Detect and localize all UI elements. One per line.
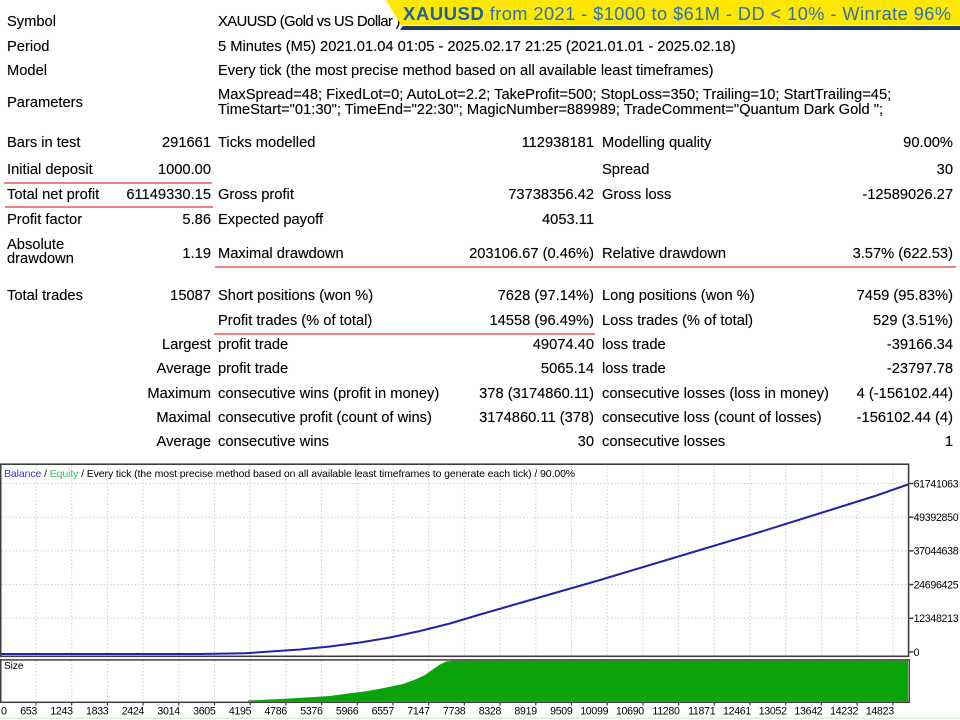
svg-text:3014: 3014 [157, 706, 180, 718]
svg-text:5376: 5376 [300, 706, 323, 718]
svg-text:37044638: 37044638 [914, 546, 959, 558]
svg-text:3605: 3605 [193, 706, 216, 718]
svg-text:2424: 2424 [122, 706, 145, 718]
svg-text:8919: 8919 [514, 706, 537, 718]
svg-text:24696425: 24696425 [914, 579, 959, 591]
svg-text:11871: 11871 [688, 706, 716, 718]
svg-text:7147: 7147 [407, 706, 430, 718]
svg-text:4786: 4786 [265, 706, 288, 718]
svg-text:4195: 4195 [229, 706, 252, 718]
svg-text:14823: 14823 [866, 706, 894, 718]
svg-text:5966: 5966 [336, 706, 359, 718]
svg-text:9509: 9509 [550, 706, 573, 718]
svg-text:10690: 10690 [616, 706, 644, 718]
svg-text:0: 0 [914, 647, 920, 659]
svg-text:0: 0 [1, 706, 7, 718]
svg-text:61741063: 61741063 [914, 478, 959, 490]
svg-text:14232: 14232 [830, 706, 858, 718]
svg-text:12348213: 12348213 [914, 613, 959, 625]
svg-text:1833: 1833 [86, 706, 109, 718]
svg-text:10099: 10099 [580, 706, 608, 718]
svg-text:12461: 12461 [723, 706, 751, 718]
svg-text:13642: 13642 [794, 706, 822, 718]
svg-text:1243: 1243 [50, 706, 73, 718]
svg-text:13052: 13052 [759, 706, 787, 718]
svg-text:7738: 7738 [443, 706, 466, 718]
svg-text:11280: 11280 [652, 706, 680, 718]
svg-text:653: 653 [20, 706, 37, 718]
svg-text:6557: 6557 [372, 706, 395, 718]
svg-text:8328: 8328 [479, 706, 502, 718]
svg-text:49392850: 49392850 [914, 512, 959, 524]
